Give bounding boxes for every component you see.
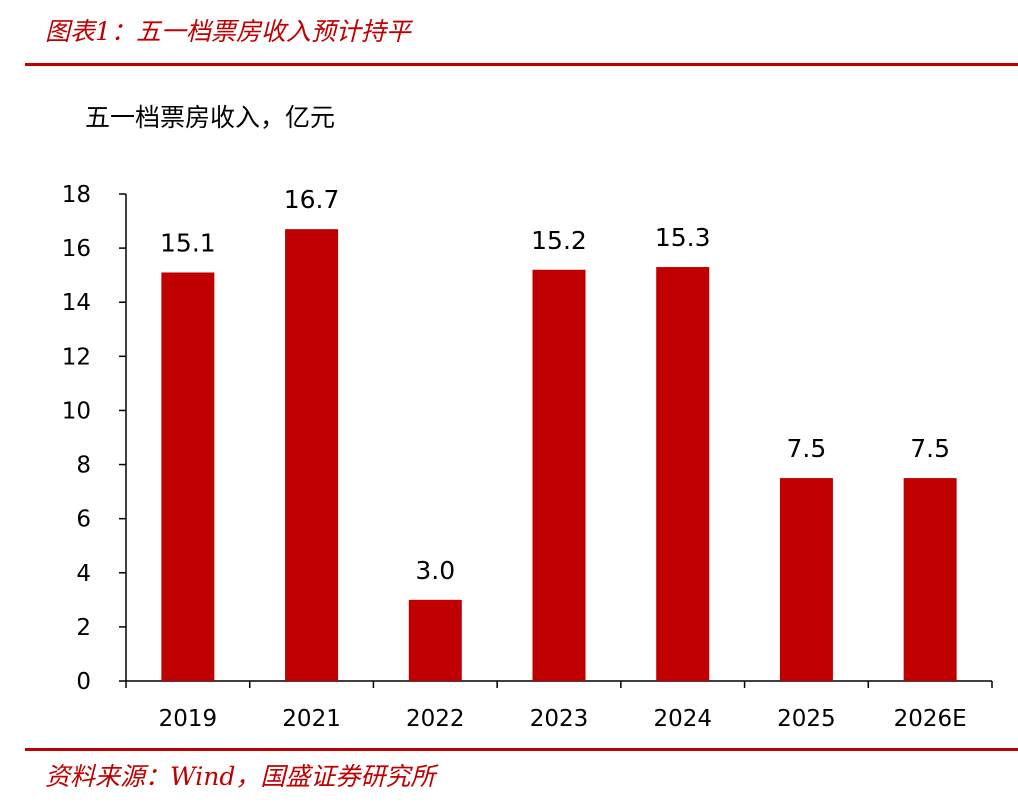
source-divider [25,748,1018,751]
data-label: 15.2 [531,226,587,255]
bar-2025 [779,478,833,681]
bar-2023 [532,269,586,681]
data-label: 3.0 [415,556,455,585]
chart-bars [161,229,957,681]
x-tick-label: 2024 [653,706,712,732]
bar-2022 [408,599,462,681]
data-label: 15.1 [160,228,216,257]
y-tick-label: 0 [76,669,91,695]
y-tick-label: 16 [62,236,91,262]
x-tick-label: 2021 [282,706,341,732]
y-tick-label: 4 [76,561,91,587]
source-note: 资料来源：Wind，国盛证券研究所 [45,762,436,791]
data-label: 7.5 [910,434,950,463]
data-label: 16.7 [284,185,340,214]
figure-title: 图表1：五一档票房收入预计持平 [45,17,411,46]
bar-2021 [285,229,339,681]
y-tick-label: 14 [62,290,91,316]
x-tick-label: 2019 [159,706,218,732]
x-tick-label: 2022 [406,706,465,732]
data-label: 7.5 [787,434,827,463]
x-tick-label: 2025 [777,706,836,732]
x-tick-label: 2023 [530,706,589,732]
y-tick-label: 12 [62,344,91,370]
bar-2026E [903,478,957,681]
y-tick-label: 6 [76,507,91,533]
bar-2019 [161,272,215,681]
y-tick-label: 10 [62,398,91,424]
bar-2024 [656,267,710,681]
x-tick-label: 2026E [894,706,967,732]
y-axis-label: 五一档票房收入，亿元 [85,103,336,132]
title-divider [25,63,1018,66]
data-label: 15.3 [655,223,711,252]
y-tick-label: 2 [76,615,91,641]
chart-labels: 0 2 4 6 8 10 12 14 16 18 2019 15.1 2021 16.7 2022 3.0 20… [62,182,967,732]
y-tick-label: 18 [62,182,91,208]
y-tick-label: 8 [76,453,91,479]
